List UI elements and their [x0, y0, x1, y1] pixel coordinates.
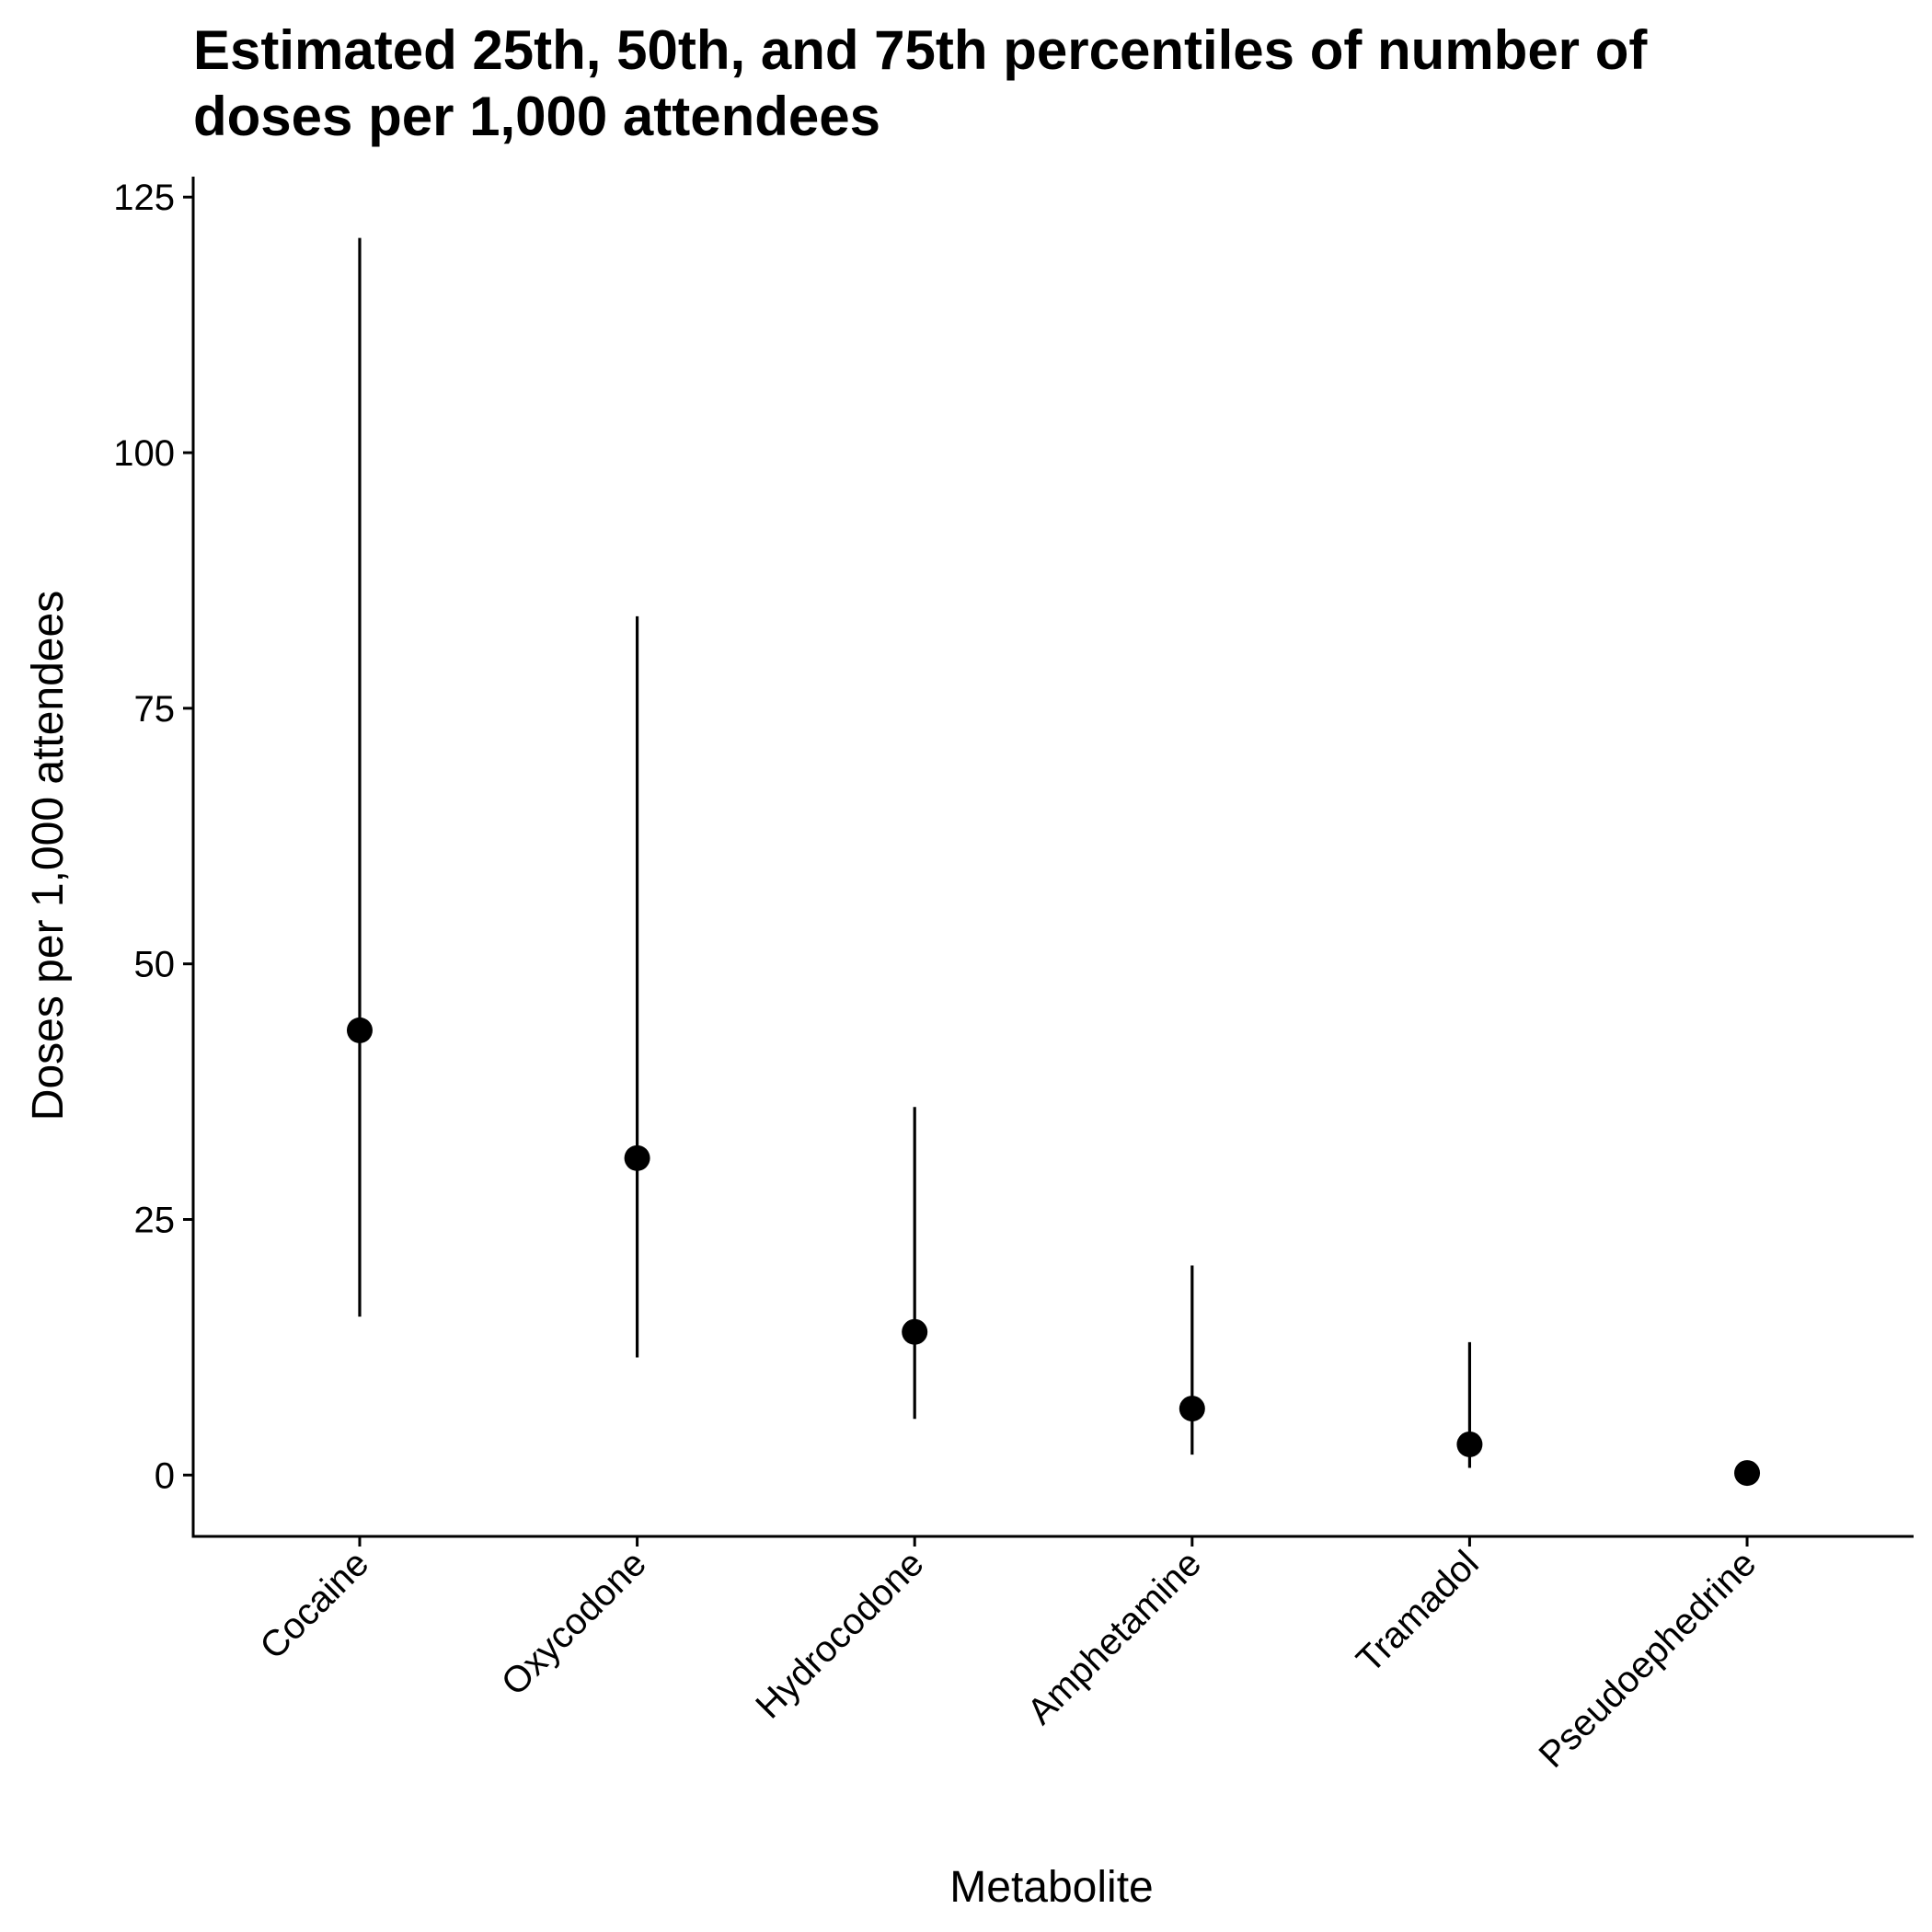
- median-point: [346, 1017, 373, 1043]
- x-tick-label: Tramadol: [1349, 1543, 1487, 1681]
- x-tick-label: Hydrocodone: [748, 1543, 931, 1726]
- y-axis-title: Doses per 1,000 attendees: [24, 591, 73, 1121]
- x-tick-label: Pseudoephedrine: [1532, 1543, 1765, 1776]
- y-tick-label: 25: [134, 1201, 176, 1241]
- median-point: [1456, 1431, 1483, 1457]
- y-tick-label: 125: [113, 178, 175, 218]
- y-axis-ticks: 0 25 50 75 100 125: [113, 178, 193, 1496]
- y-tick-label: 0: [155, 1455, 175, 1496]
- x-axis-ticks: Cocaine Oxycodone Hydrocodone Amphetamine Tr…: [252, 1536, 1764, 1776]
- chart-title-line-1: Estimated 25th, 50th, and 75th percentil…: [193, 19, 1648, 81]
- chart-title-line-2: doses per 1,000 attendees: [193, 86, 880, 147]
- x-tick-label: Cocaine: [252, 1543, 376, 1667]
- median-point: [902, 1318, 928, 1345]
- x-axis-title: Metabolite: [949, 1863, 1153, 1912]
- median-points: [346, 1017, 1761, 1487]
- y-tick-label: 75: [134, 689, 176, 730]
- x-tick-label: Amphetamine: [1020, 1543, 1210, 1732]
- y-tick-label: 100: [113, 433, 175, 474]
- median-point: [1179, 1396, 1205, 1422]
- percentile-ranges: [358, 237, 1749, 1476]
- x-tick-label: Oxycodone: [494, 1543, 654, 1703]
- median-point: [624, 1144, 650, 1171]
- median-point: [1734, 1460, 1761, 1487]
- y-tick-label: 50: [134, 945, 176, 985]
